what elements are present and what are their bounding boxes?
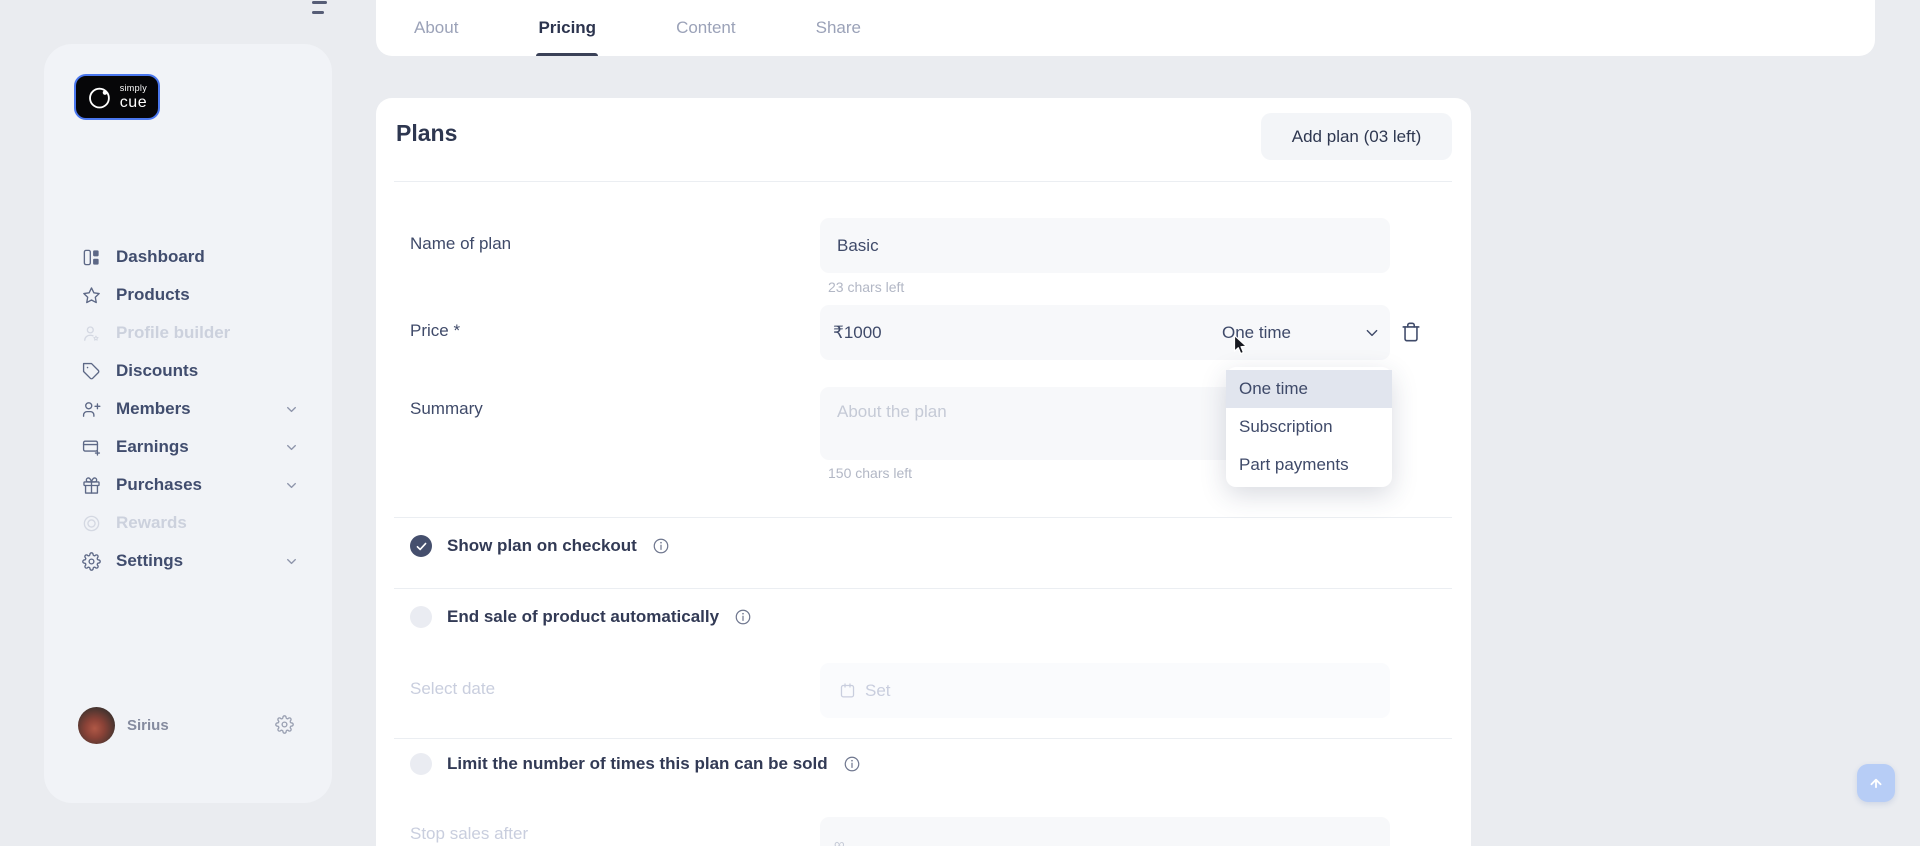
page-title: Plans xyxy=(396,120,458,146)
tab-content[interactable]: Content xyxy=(676,18,736,37)
price-type-select[interactable]: One time xyxy=(1222,305,1380,360)
price-type-dropdown: One time Subscription Part payments xyxy=(1226,367,1392,487)
summary-label: Summary xyxy=(410,399,483,418)
tab-bar: About Pricing Content Share xyxy=(376,0,1875,56)
divider xyxy=(394,181,1452,182)
sidebar-item-label: Dashboard xyxy=(116,247,205,266)
sidebar-item-purchases[interactable]: Purchases xyxy=(44,466,332,504)
target-icon xyxy=(83,515,100,531)
price-input[interactable]: ₹1000 One time xyxy=(820,305,1390,360)
stop-sales-value: ∞ xyxy=(834,836,845,846)
gear-icon xyxy=(82,551,101,571)
plan-name-value: Basic xyxy=(837,235,879,255)
sidebar-item-label: Earnings xyxy=(116,437,189,456)
stop-sales-label: Stop sales after xyxy=(410,824,529,843)
tab-pricing[interactable]: Pricing xyxy=(536,0,598,56)
sidebar-item-rewards[interactable]: Rewards xyxy=(44,504,332,542)
dropdown-option-subscription[interactable]: Subscription xyxy=(1239,417,1333,436)
cue-circle-icon xyxy=(88,87,110,109)
tab-share[interactable]: Share xyxy=(815,18,861,37)
scroll-to-top-button[interactable] xyxy=(1857,764,1895,802)
sidebar-item-label: Profile builder xyxy=(116,323,231,342)
info-icon[interactable] xyxy=(734,608,752,626)
sidebar-item-discounts[interactable]: Discounts xyxy=(44,352,332,390)
trash-icon xyxy=(1402,322,1420,342)
limit-sales-checkbox[interactable] xyxy=(410,753,432,775)
sidebar-item-settings[interactable]: Settings xyxy=(44,542,332,580)
end-sale-label: End sale of product automatically xyxy=(447,607,720,626)
chevron-down-icon xyxy=(287,406,296,412)
avatar[interactable] xyxy=(78,707,115,744)
show-plan-checkbox[interactable] xyxy=(410,535,432,557)
price-value: ₹1000 xyxy=(833,322,882,342)
arrow-up-icon xyxy=(1870,778,1882,789)
clipped-content-mark xyxy=(312,11,324,14)
sidebar-item-dashboard[interactable]: Dashboard xyxy=(44,238,332,276)
sidebar-item-label: Products xyxy=(116,285,190,304)
limit-sales-label: Limit the number of times this plan can … xyxy=(447,754,828,773)
tag-icon xyxy=(82,362,100,379)
clipped-content-mark xyxy=(312,1,327,4)
sidebar-item-earnings[interactable]: Earnings xyxy=(44,428,332,466)
check-icon xyxy=(416,542,426,550)
logo-word-cue: cue xyxy=(119,93,148,111)
gift-icon xyxy=(83,476,100,494)
sidebar-item-products[interactable]: Products xyxy=(44,276,332,314)
profile-settings-gear-icon[interactable] xyxy=(275,715,294,734)
name-chars-hint: 23 chars left xyxy=(828,279,905,295)
price-type-selected: One time xyxy=(1222,322,1291,342)
divider xyxy=(394,517,1452,518)
user-plus-icon xyxy=(82,401,101,417)
sidebar-item-label: Rewards xyxy=(116,513,187,532)
sidebar-nav: Dashboard Products Profile builder D xyxy=(44,238,332,580)
sidebar-item-members[interactable]: Members xyxy=(44,390,332,428)
chevron-down-icon xyxy=(287,482,296,488)
sidebar-item-label: Members xyxy=(116,399,191,418)
delete-plan-button[interactable] xyxy=(1400,319,1426,345)
divider xyxy=(394,738,1452,739)
set-date-label: Set xyxy=(865,680,891,700)
chevron-down-icon xyxy=(287,558,296,564)
add-plan-button[interactable]: Add plan (03 left) xyxy=(1261,113,1452,160)
calendar-icon xyxy=(840,683,855,698)
sidebar-item-label: Settings xyxy=(116,551,184,570)
price-label: Price * xyxy=(410,321,461,340)
chevron-down-icon xyxy=(1366,329,1378,336)
dropdown-option-part-payments[interactable]: Part payments xyxy=(1239,455,1349,474)
info-icon[interactable] xyxy=(652,537,670,555)
card-plus-icon xyxy=(82,439,101,456)
name-of-plan-label: Name of plan xyxy=(410,234,512,253)
chevron-down-icon xyxy=(287,444,296,450)
sidebar-item-label: Purchases xyxy=(116,475,202,494)
plan-name-input[interactable]: Basic xyxy=(820,218,1390,273)
sidebar-item-label: Discounts xyxy=(116,361,199,380)
sidebar-item-profile-builder[interactable]: Profile builder xyxy=(44,314,332,352)
tab-about[interactable]: About xyxy=(414,18,459,37)
divider xyxy=(394,588,1452,589)
dropdown-option-one-time[interactable]: One time xyxy=(1226,370,1392,408)
show-plan-label: Show plan on checkout xyxy=(447,536,637,555)
logo-word-simply: simply xyxy=(119,82,147,93)
star-icon xyxy=(83,286,100,303)
dashboard-icon xyxy=(83,249,99,265)
profile-name: Sirius xyxy=(127,717,169,734)
stop-sales-input[interactable]: ∞ xyxy=(820,817,1390,846)
end-sale-checkbox[interactable] xyxy=(410,606,432,628)
select-date-input[interactable]: Set xyxy=(820,663,1390,718)
info-icon[interactable] xyxy=(843,755,861,773)
summary-placeholder: About the plan xyxy=(837,402,947,421)
select-date-label: Select date xyxy=(410,679,496,698)
summary-chars-hint: 150 chars left xyxy=(828,465,913,481)
user-star-icon xyxy=(84,325,99,341)
brand-logo[interactable]: simply cue xyxy=(74,74,160,120)
sidebar: simply cue Dashboard Products xyxy=(44,44,332,803)
